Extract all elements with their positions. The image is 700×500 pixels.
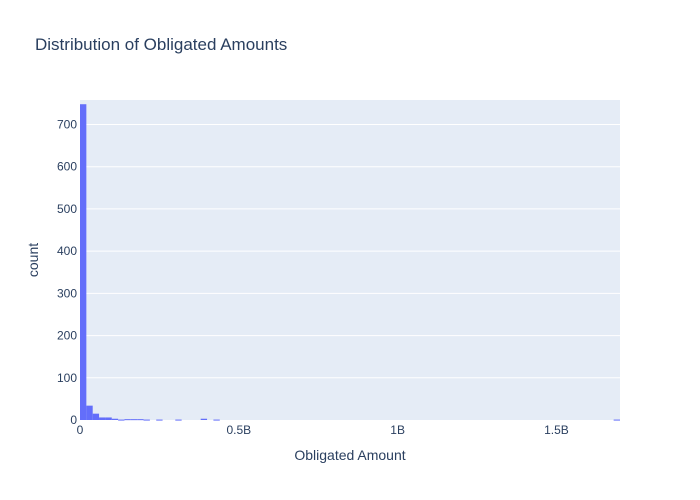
- histogram-bar: [156, 419, 163, 421]
- histogram-bar: [124, 419, 131, 421]
- histogram-bar: [111, 418, 119, 420]
- x-axis-ticks: 0 0.5B 1B 1.5B: [77, 423, 569, 437]
- histogram-bar: [175, 419, 182, 421]
- histogram-bar: [137, 419, 144, 421]
- histogram-bar: [130, 419, 138, 421]
- gridlines: [80, 123, 620, 379]
- plot-area: [80, 100, 620, 420]
- x-tick-label: 0.5B: [226, 423, 251, 437]
- y-tick-label: 200: [57, 329, 77, 343]
- bars: [80, 104, 620, 421]
- histogram-bar: [105, 417, 112, 420]
- histogram-bar: [143, 419, 150, 421]
- histogram-bar: [92, 413, 100, 420]
- histogram-bar: [118, 419, 125, 421]
- y-tick-label: 300: [57, 286, 77, 300]
- y-tick-label: 400: [57, 244, 77, 258]
- y-tick-label: 600: [57, 160, 77, 174]
- x-tick-label: 1B: [390, 423, 405, 437]
- x-tick-label: 1.5B: [544, 423, 569, 437]
- histogram-bar: [86, 405, 93, 420]
- x-axis-title: Obligated Amount: [294, 447, 405, 463]
- y-tick-label: 0: [70, 413, 77, 427]
- histogram-bar: [99, 417, 106, 420]
- y-tick-label: 700: [57, 117, 77, 131]
- y-axis-title: count: [25, 243, 41, 277]
- y-tick-label: 100: [57, 371, 77, 385]
- histogram-bar: [200, 418, 208, 420]
- histogram-bar: [80, 104, 87, 421]
- chart-title: Distribution of Obligated Amounts: [35, 35, 287, 54]
- y-tick-label: 500: [57, 202, 77, 216]
- x-tick-label: 0: [77, 423, 84, 437]
- histogram-bar: [613, 419, 620, 421]
- y-axis-ticks: 0 100 200 300 400 500 600 700: [57, 117, 77, 427]
- histogram-bar: [213, 419, 220, 421]
